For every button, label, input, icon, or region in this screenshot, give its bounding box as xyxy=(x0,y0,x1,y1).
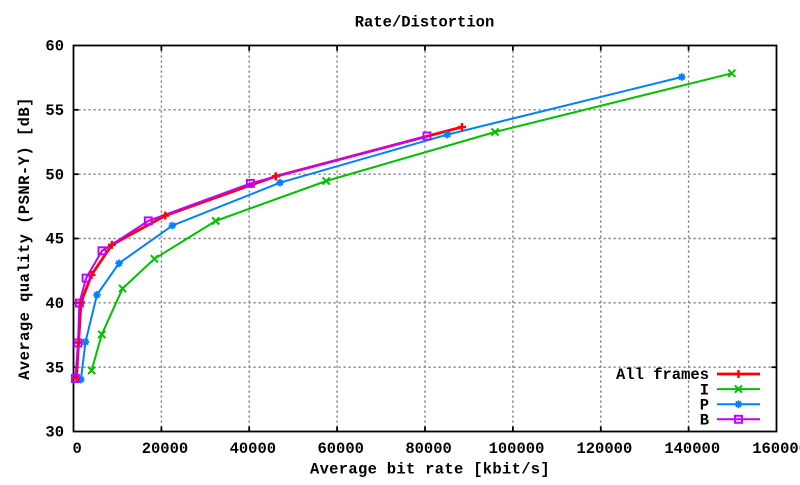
svg-text:Average bit rate [kbit/s]: Average bit rate [kbit/s] xyxy=(310,461,550,479)
svg-text:30: 30 xyxy=(45,424,64,442)
svg-text:20000: 20000 xyxy=(142,440,189,458)
svg-text:B: B xyxy=(700,412,709,430)
svg-text:80000: 80000 xyxy=(405,440,452,458)
svg-text:35: 35 xyxy=(45,359,64,377)
svg-text:55: 55 xyxy=(45,102,64,120)
svg-text:All frames: All frames xyxy=(616,366,709,384)
svg-text:45: 45 xyxy=(45,231,64,249)
svg-text:160000: 160000 xyxy=(752,440,800,458)
svg-text:I: I xyxy=(700,381,709,399)
svg-text:P: P xyxy=(700,396,709,414)
svg-text:120000: 120000 xyxy=(576,440,632,458)
svg-text:0: 0 xyxy=(72,440,81,458)
svg-text:140000: 140000 xyxy=(664,440,720,458)
svg-text:Average quality (PSNR-Y) [dB]: Average quality (PSNR-Y) [dB] xyxy=(16,97,34,380)
svg-text:40000: 40000 xyxy=(230,440,277,458)
svg-text:40: 40 xyxy=(45,295,64,313)
svg-text:60: 60 xyxy=(45,38,64,56)
svg-text:60000: 60000 xyxy=(317,440,364,458)
svg-text:Rate/Distortion: Rate/Distortion xyxy=(355,14,495,32)
svg-text:100000: 100000 xyxy=(489,440,545,458)
svg-text:50: 50 xyxy=(45,166,64,184)
